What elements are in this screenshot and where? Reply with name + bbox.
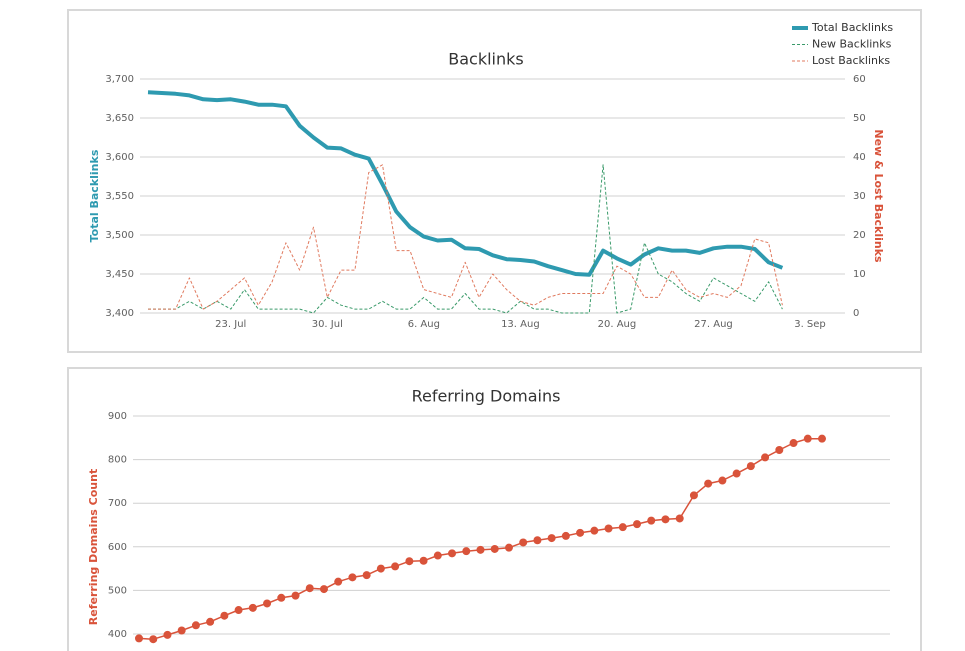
data-point [561, 531, 570, 540]
data-point [661, 515, 670, 524]
data-point [319, 585, 328, 594]
data-point [462, 547, 471, 556]
data-point [263, 599, 272, 608]
y2-tick-label: 60 [853, 74, 866, 85]
y2-tick-label: 40 [853, 152, 866, 163]
panel-referring-domains [67, 367, 922, 651]
y2-tick-label: 10 [853, 269, 866, 280]
x-tick-label: 23. Jul [215, 319, 246, 330]
data-point [362, 571, 371, 580]
data-point [348, 573, 357, 582]
x-tick-label: 27. Aug [694, 319, 733, 330]
data-point [604, 524, 613, 533]
data-point [376, 564, 385, 573]
legend-label: Total Backlinks [811, 21, 893, 34]
series-line [148, 164, 783, 314]
y-tick-label: 700 [108, 498, 127, 509]
y2-tick-label: 0 [853, 308, 859, 319]
data-point [334, 577, 343, 586]
y-axis-title: Referring Domains Count [87, 469, 100, 625]
y-tick-label: 800 [108, 455, 127, 466]
y-tick-label: 3,550 [105, 191, 134, 202]
legend-label: New Backlinks [812, 38, 892, 51]
data-point [576, 528, 585, 537]
y-tick-label: 400 [108, 629, 127, 640]
data-point [405, 557, 414, 566]
data-point [590, 526, 599, 535]
y2-tick-label: 50 [853, 113, 866, 124]
x-tick-label: 20. Aug [598, 319, 637, 330]
data-point [163, 630, 172, 639]
y-axis-title: Total Backlinks [88, 149, 101, 242]
x-tick-label: 30. Jul [312, 319, 343, 330]
data-point [220, 611, 229, 620]
y2-tick-label: 20 [853, 230, 866, 241]
x-tick-label: 13. Aug [501, 319, 540, 330]
y2-axis-title: New & Lost Backlinks [872, 129, 885, 263]
data-point [490, 544, 499, 553]
data-point [291, 591, 300, 600]
y-tick-label: 3,500 [105, 230, 134, 241]
data-point [476, 545, 485, 554]
data-point [248, 603, 257, 612]
y-tick-label: 3,700 [105, 74, 134, 85]
data-point [448, 549, 457, 558]
data-point [135, 634, 143, 643]
y-tick-label: 3,600 [105, 152, 134, 163]
data-point [618, 523, 627, 532]
y-tick-label: 600 [108, 542, 127, 553]
y2-tick-label: 30 [853, 191, 866, 202]
data-point [704, 479, 713, 488]
data-point [519, 538, 528, 547]
data-point [718, 476, 727, 485]
data-point [533, 536, 542, 545]
chart-title: Referring Domains [412, 387, 561, 406]
data-point [761, 453, 770, 462]
y-tick-label: 500 [108, 585, 127, 596]
data-point [206, 617, 215, 626]
data-point [789, 439, 798, 448]
data-point [547, 534, 556, 543]
data-point [803, 434, 812, 443]
data-point [305, 584, 314, 593]
data-point [433, 551, 442, 560]
data-point [149, 635, 158, 644]
y-tick-label: 3,450 [105, 269, 134, 280]
y-tick-label: 900 [108, 411, 127, 422]
data-point [391, 562, 400, 571]
series-line [147, 90, 784, 277]
data-point [775, 446, 784, 455]
data-point [675, 514, 684, 523]
data-point [818, 434, 826, 443]
data-point [504, 543, 513, 552]
data-point [419, 556, 428, 565]
data-point [732, 469, 741, 478]
chart-title: Backlinks [448, 50, 523, 69]
data-point [234, 606, 243, 615]
legend-label: Lost Backlinks [812, 54, 890, 67]
y-tick-label: 3,650 [105, 113, 134, 124]
series-line [148, 164, 783, 310]
data-point [191, 621, 200, 630]
data-point [647, 516, 656, 525]
data-point [177, 626, 186, 635]
data-point [633, 520, 642, 529]
x-tick-label: 3. Sep [794, 319, 826, 330]
data-point [689, 491, 698, 500]
x-tick-label: 6. Aug [408, 319, 440, 330]
data-point [746, 462, 755, 471]
panel-backlinks [67, 9, 922, 353]
y-tick-label: 3,400 [105, 308, 134, 319]
data-point [277, 593, 286, 602]
